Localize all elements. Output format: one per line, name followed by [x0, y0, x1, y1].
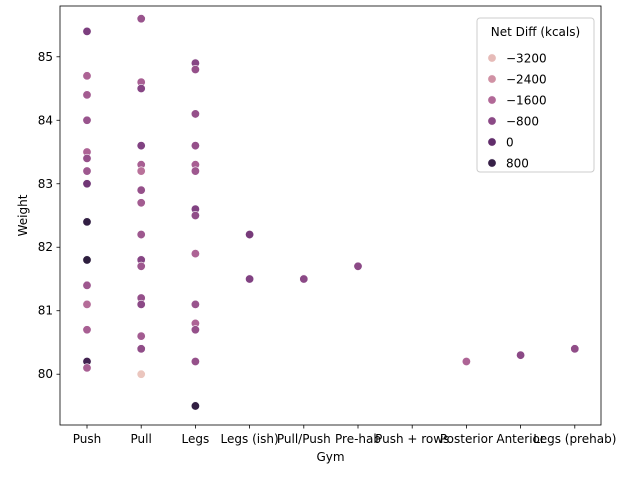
data-point [190, 401, 200, 411]
data-point [82, 325, 92, 335]
data-point [190, 357, 200, 367]
data-point [136, 185, 146, 195]
x-tick-label: Legs (prehab) [533, 432, 616, 446]
data-point [136, 369, 146, 379]
x-tick-label: Posterior [440, 432, 493, 446]
data-point [516, 350, 526, 360]
data-point [136, 230, 146, 240]
data-point [82, 166, 92, 176]
y-tick-label: 85 [38, 50, 53, 64]
data-point [190, 325, 200, 335]
x-tick-label: Pull [131, 432, 152, 446]
data-point [190, 249, 200, 259]
data-point [82, 115, 92, 125]
x-axis-label: Gym [316, 450, 344, 464]
x-tick-label: Legs [182, 432, 210, 446]
legend-title: Net Diff (kcals) [491, 25, 580, 39]
data-point [82, 299, 92, 309]
data-point [82, 280, 92, 290]
data-point [299, 274, 309, 284]
data-point [245, 274, 255, 284]
x-tick-label: Anterior [496, 432, 545, 446]
data-point [190, 299, 200, 309]
data-point [82, 90, 92, 100]
data-point [136, 166, 146, 176]
x-tick-label: Pre-hab [335, 432, 381, 446]
x-tick-label: Pull/Push [277, 432, 331, 446]
data-point [82, 363, 92, 373]
legend-marker [487, 116, 497, 126]
data-point [82, 179, 92, 189]
data-point [570, 344, 580, 354]
x-tick-label: Push [73, 432, 102, 446]
data-point [461, 357, 471, 367]
data-point [82, 255, 92, 265]
legend-marker [487, 158, 497, 168]
y-tick-label: 84 [38, 113, 53, 127]
legend-label: −2400 [506, 73, 547, 87]
legend: Net Diff (kcals) −3200 −2400 −1600 −800 0 800 [476, 17, 595, 173]
y-axis-label: Weight [16, 194, 30, 236]
data-point [136, 344, 146, 354]
data-point [82, 71, 92, 81]
legend-label: −3200 [506, 52, 547, 66]
legend-frame [476, 17, 595, 173]
y-tick-label: 80 [38, 367, 53, 381]
legend-label: 800 [506, 157, 529, 171]
data-point [82, 153, 92, 163]
y-axis-ticks: 80 81 82 83 84 85 [38, 50, 60, 381]
y-tick-label: 83 [38, 177, 53, 191]
data-point [136, 299, 146, 309]
data-point [136, 141, 146, 151]
data-points [82, 14, 580, 411]
data-point [190, 109, 200, 119]
data-point [136, 14, 146, 24]
data-point [136, 198, 146, 208]
legend-marker [487, 53, 497, 63]
data-point [190, 166, 200, 176]
legend-label: −800 [506, 115, 539, 129]
legend-marker [487, 74, 497, 84]
data-point [82, 217, 92, 227]
data-point [136, 331, 146, 341]
legend-marker [487, 137, 497, 147]
data-point [82, 26, 92, 36]
data-point [136, 84, 146, 94]
data-point [245, 230, 255, 240]
data-point [136, 261, 146, 271]
x-axis-ticks: Push Pull Legs Legs (ish)Pull/Push Pre-habPu… [73, 425, 616, 446]
data-point [353, 261, 363, 271]
data-point [190, 64, 200, 74]
x-tick-label: Push + rows [375, 432, 449, 446]
legend-items: −3200 −2400 −1600 −800 0 800 [487, 52, 547, 171]
data-point [190, 141, 200, 151]
y-tick-label: 82 [38, 240, 53, 254]
legend-label: −1600 [506, 94, 547, 108]
x-tick-label: Legs (ish) [221, 432, 279, 446]
y-tick-label: 81 [38, 304, 53, 318]
data-point [190, 211, 200, 221]
legend-label: 0 [506, 136, 514, 150]
legend-marker [487, 95, 497, 105]
